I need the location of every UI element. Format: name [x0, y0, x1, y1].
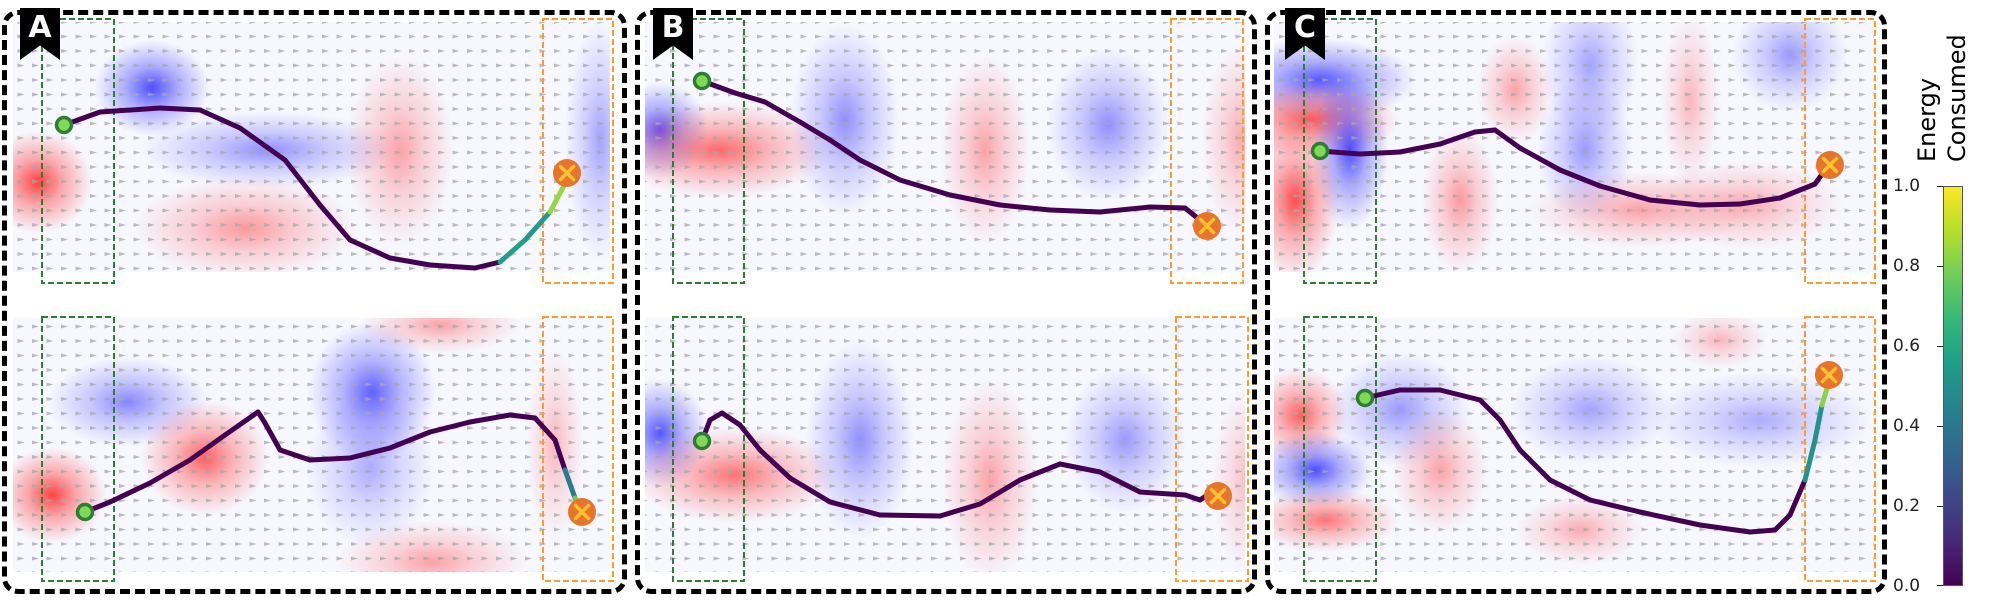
start-marker-icon — [692, 431, 712, 451]
start-marker-icon — [1355, 388, 1375, 408]
goal-region-box — [1804, 316, 1876, 582]
colorbar — [1943, 186, 1963, 586]
colorbar-tick-mark — [1937, 506, 1943, 507]
colorbar-tick: 1.0 — [1893, 176, 1921, 196]
goal-region-box — [1175, 316, 1249, 582]
colorbar-tick-mark — [1937, 346, 1943, 347]
subplot-b-top — [645, 18, 1245, 284]
start-marker-icon — [1310, 141, 1330, 161]
trajectory — [1317, 127, 1828, 208]
subplot-c-top — [1274, 18, 1876, 284]
start-region-box — [672, 18, 745, 284]
colorbar-tick-mark — [1937, 426, 1943, 427]
goal-marker-icon — [1193, 212, 1221, 240]
colorbar-tick: 0.2 — [1893, 496, 1921, 516]
colorbar-tick-mark — [1937, 186, 1943, 187]
trajectory — [82, 409, 585, 515]
start-region-box — [41, 316, 115, 582]
vorticity-field — [1274, 22, 1874, 272]
goal-marker-icon — [1816, 151, 1844, 179]
vorticity-field — [13, 318, 610, 572]
goal-marker-icon — [1204, 482, 1232, 510]
quiver-arrows — [13, 22, 610, 272]
start-region-box — [1303, 316, 1377, 582]
colorbar-title-line2: Consumed — [1943, 34, 1971, 162]
colorbar-tick: 0.0 — [1893, 576, 1921, 596]
panel-a-frame — [2, 10, 627, 594]
goal-marker-icon — [553, 159, 581, 187]
quiver-arrows — [13, 318, 610, 572]
colorbar-tick: 0.6 — [1893, 336, 1921, 356]
start-marker-icon — [75, 502, 95, 522]
colorbar-tick: 0.4 — [1893, 416, 1921, 436]
goal-region-box — [1804, 18, 1876, 284]
colorbar-tick: 0.8 — [1893, 256, 1921, 276]
panel-b-frame — [635, 10, 1257, 594]
trajectory — [699, 78, 1203, 223]
start-region-box — [41, 18, 115, 284]
subplot-a-top — [13, 18, 614, 284]
subplot-a-bottom — [13, 316, 614, 582]
quiver-arrows — [1274, 22, 1874, 272]
colorbar-tick-mark — [1937, 585, 1943, 586]
panel-label-c: C — [1285, 8, 1325, 60]
panel-c-frame — [1265, 10, 1887, 594]
colorbar-title: Energy Consumed — [1905, 12, 1985, 162]
start-marker-icon — [692, 71, 712, 91]
subplot-c-bottom — [1274, 316, 1876, 582]
colorbar-title-line1: Energy — [1913, 77, 1941, 162]
vorticity-field — [13, 22, 610, 272]
goal-region-box — [542, 18, 614, 284]
subplot-b-bottom — [645, 316, 1249, 582]
goal-region-box — [542, 316, 614, 582]
colorbar-tick-mark — [1937, 266, 1943, 267]
goal-marker-icon — [568, 498, 596, 526]
start-region-box — [672, 316, 745, 582]
trajectory — [61, 105, 570, 271]
start-marker-icon — [54, 115, 74, 135]
goal-marker-icon — [1815, 361, 1843, 389]
trajectory — [1362, 382, 1831, 535]
trajectory — [699, 410, 1215, 519]
goal-region-box — [1170, 18, 1244, 284]
panel-label-b: B — [653, 8, 693, 60]
